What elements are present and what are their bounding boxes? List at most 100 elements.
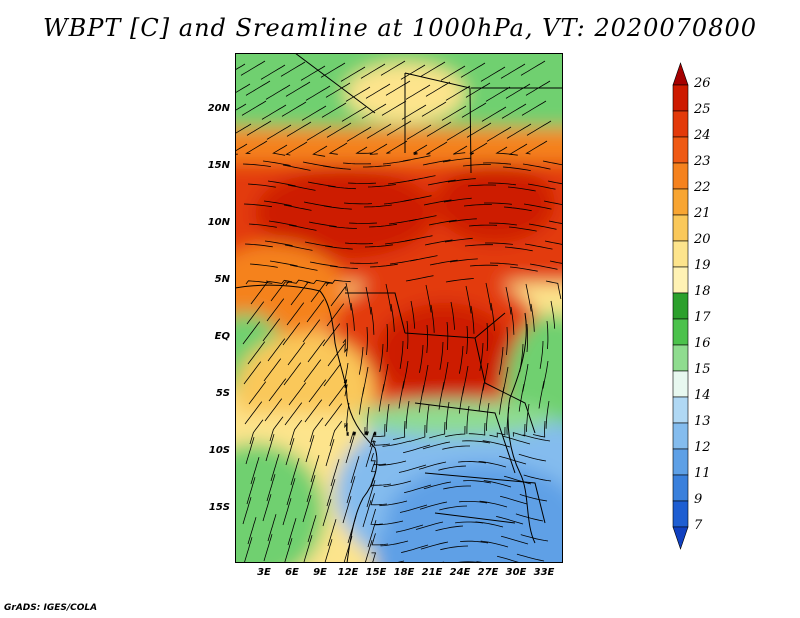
streamline (521, 100, 547, 116)
lon-label-33e: 33E (533, 567, 555, 578)
streamline (381, 100, 407, 116)
colorbar-label: 25 (694, 102, 711, 117)
streamline (512, 423, 526, 437)
lat-label-20n: 20N (207, 103, 230, 114)
streamline (342, 162, 372, 165)
streamline (375, 520, 404, 526)
streamline (285, 438, 295, 466)
streamline (542, 160, 563, 166)
streamline (542, 360, 549, 389)
map-canvas (230, 53, 563, 563)
streamline (428, 219, 457, 226)
streamline (290, 458, 300, 486)
streamline (532, 420, 546, 438)
streamline (289, 264, 318, 271)
streamline (322, 165, 351, 170)
streamline (270, 454, 280, 482)
streamline (286, 478, 296, 506)
streamline (468, 224, 498, 227)
colorbar-swatch (672, 162, 689, 190)
streamline (402, 155, 431, 162)
streamline (282, 164, 311, 171)
streamline (425, 81, 451, 97)
streamline (429, 259, 458, 266)
streamline (525, 283, 532, 312)
streamline (520, 534, 549, 542)
lon-label-24e: 24E (449, 567, 471, 578)
streamline (544, 240, 563, 245)
streamline (285, 81, 311, 97)
streamline (330, 459, 340, 487)
streamline (309, 261, 338, 267)
streamline (458, 461, 487, 464)
streamline (370, 437, 391, 446)
streamline (418, 461, 447, 470)
streamline (324, 539, 333, 563)
streamline (322, 499, 332, 527)
streamline (268, 220, 297, 227)
streamline (465, 285, 472, 314)
streamline (342, 338, 348, 357)
streamline (326, 303, 345, 327)
streamline (248, 381, 267, 405)
streamline (263, 358, 282, 382)
streamline (308, 379, 327, 403)
streamline (423, 199, 452, 206)
boundaries (235, 53, 563, 563)
lat-label-15s: 15S (208, 502, 230, 513)
streamline (528, 223, 557, 230)
streamline (467, 184, 497, 187)
streamline (330, 285, 347, 307)
streamline (426, 324, 428, 354)
streamline (479, 500, 508, 508)
lon-label-21e: 21E (421, 567, 443, 578)
streamline (466, 325, 468, 355)
streamline (382, 440, 411, 447)
streamline (287, 184, 316, 191)
streamline (358, 346, 364, 375)
streamline (365, 286, 372, 315)
streamline (282, 498, 292, 526)
streamline (398, 380, 405, 409)
streamline (306, 475, 316, 503)
streamline (305, 85, 331, 101)
streamline (281, 101, 307, 117)
streamline (286, 121, 312, 137)
streamline (469, 264, 499, 267)
streamline (402, 360, 409, 389)
streamline (325, 279, 351, 287)
colorbar-label: 22 (694, 180, 711, 195)
streamline (263, 200, 292, 206)
streamline (301, 105, 327, 121)
streamline (483, 480, 512, 488)
streamline (247, 341, 266, 365)
streamline (369, 143, 388, 155)
streamline (250, 457, 260, 485)
colorbar-label: 20 (694, 232, 711, 247)
streamline (370, 493, 388, 506)
streamline (283, 204, 312, 211)
streamline (526, 403, 530, 432)
streamline (515, 513, 544, 522)
streamline (527, 183, 556, 190)
streamline (445, 278, 474, 283)
streamline (267, 338, 286, 362)
streamline (498, 455, 527, 465)
streamline (485, 86, 511, 102)
streamline (429, 421, 446, 439)
streamline (500, 535, 529, 545)
streamline (488, 182, 516, 186)
streamline (386, 140, 408, 154)
lat-label-5s: 5S (215, 388, 230, 399)
streamline (367, 184, 396, 188)
streamline (547, 180, 563, 185)
streamline (282, 322, 301, 346)
streamline (266, 124, 292, 140)
streamline (235, 83, 251, 94)
streamline (486, 126, 512, 142)
streamline (264, 240, 293, 247)
colorbar-swatch (672, 396, 689, 424)
lon-label-9e: 9E (313, 567, 327, 578)
streamline (543, 200, 563, 206)
colorbar-swatch (672, 474, 689, 502)
